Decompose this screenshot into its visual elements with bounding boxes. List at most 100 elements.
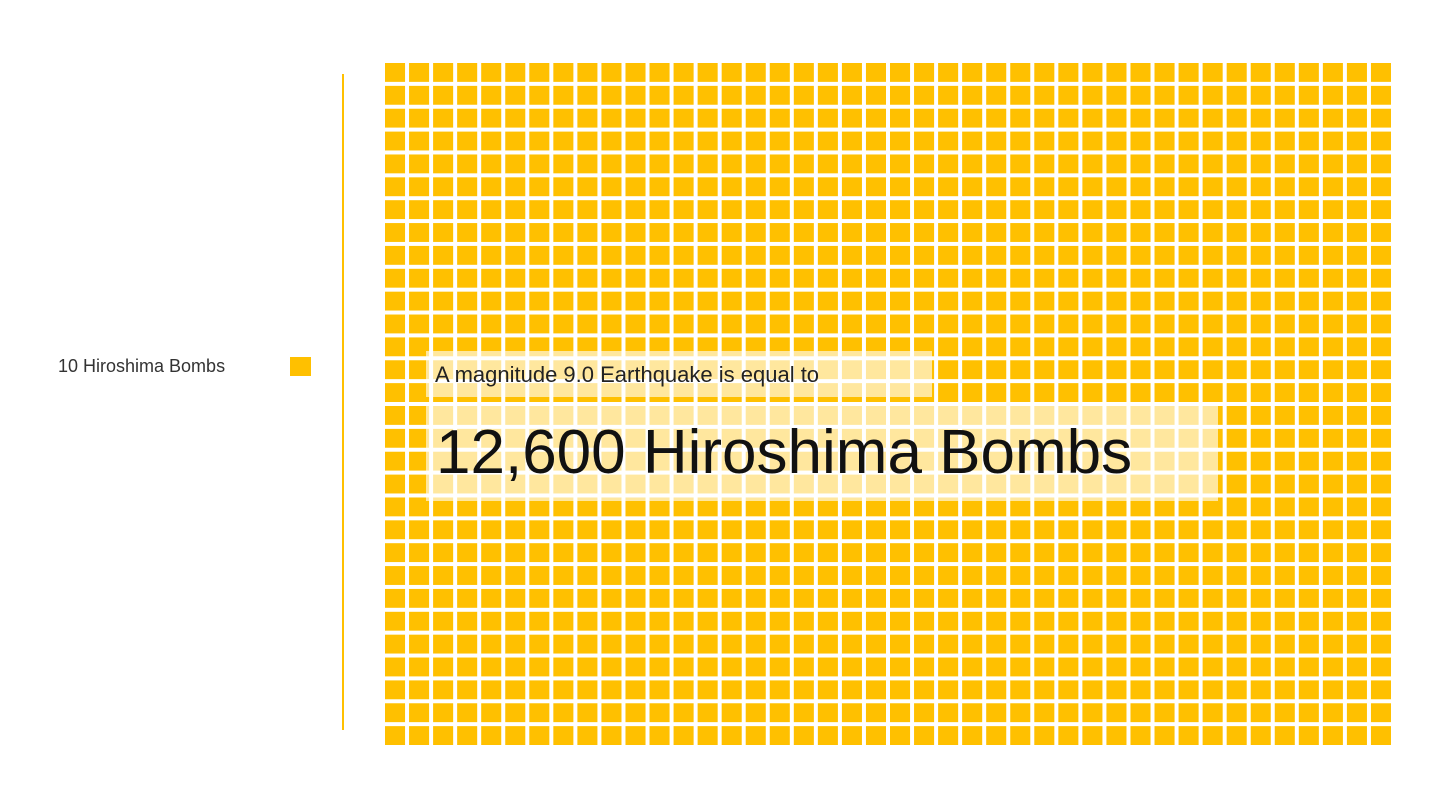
waffle-cell <box>409 177 430 197</box>
waffle-cell <box>529 245 550 265</box>
caption-small-background <box>426 351 932 397</box>
waffle-cell <box>1178 611 1199 631</box>
waffle-cell <box>890 223 911 242</box>
waffle-cell <box>793 154 814 174</box>
waffle-cell <box>986 177 1007 197</box>
waffle-cell <box>841 131 862 151</box>
waffle-cell <box>1226 451 1247 471</box>
waffle-cell <box>1250 474 1271 494</box>
waffle-cell <box>697 200 718 220</box>
waffle-cell <box>1346 337 1367 357</box>
waffle-cell <box>986 726 1007 745</box>
waffle-cell <box>385 63 406 82</box>
waffle-cell <box>938 63 959 82</box>
waffle-cell <box>409 383 430 402</box>
waffle-cell <box>1298 245 1319 265</box>
waffle-cell <box>1178 726 1199 745</box>
waffle-cell <box>457 588 478 608</box>
waffle-cell <box>1178 566 1199 585</box>
waffle-cell <box>1178 520 1199 540</box>
waffle-cell <box>769 703 790 723</box>
waffle-cell <box>1370 451 1391 471</box>
waffle-cell <box>1274 588 1295 608</box>
waffle-cell <box>986 314 1007 334</box>
waffle-cell <box>1130 291 1151 311</box>
waffle-cell <box>817 268 838 288</box>
waffle-cell <box>625 520 646 540</box>
waffle-cell <box>1082 268 1103 288</box>
waffle-cell <box>1082 337 1103 357</box>
waffle-cell <box>914 63 935 82</box>
waffle-cell <box>817 726 838 745</box>
waffle-cell <box>577 703 598 723</box>
waffle-cell <box>841 291 862 311</box>
waffle-cell <box>793 268 814 288</box>
waffle-cell <box>1226 383 1247 402</box>
waffle-cell <box>745 726 766 745</box>
waffle-cell <box>962 291 983 311</box>
waffle-cell <box>793 177 814 197</box>
waffle-cell <box>1226 520 1247 540</box>
waffle-cell <box>649 291 670 311</box>
waffle-cell <box>409 406 430 425</box>
waffle-cell <box>1106 520 1127 540</box>
waffle-cell <box>1322 131 1343 151</box>
waffle-cell <box>649 268 670 288</box>
waffle-cell <box>865 497 886 517</box>
waffle-cell <box>1058 566 1079 585</box>
waffle-cell <box>745 223 766 242</box>
waffle-cell <box>457 634 478 654</box>
waffle-cell <box>553 680 574 700</box>
waffle-cell <box>865 268 886 288</box>
waffle-cell <box>721 177 742 197</box>
waffle-cell <box>1154 657 1175 677</box>
waffle-cell <box>1202 268 1223 288</box>
waffle-cell <box>505 566 526 585</box>
waffle-cell <box>1370 611 1391 631</box>
waffle-cell <box>433 611 454 631</box>
waffle-cell <box>1370 337 1391 357</box>
waffle-cell <box>1082 223 1103 242</box>
waffle-cell <box>601 588 622 608</box>
waffle-cell <box>577 726 598 745</box>
waffle-cell <box>673 680 694 700</box>
waffle-cell <box>1010 703 1031 723</box>
waffle-cell <box>1274 520 1295 540</box>
waffle-cell <box>817 245 838 265</box>
waffle-cell <box>817 291 838 311</box>
waffle-cell <box>769 108 790 128</box>
waffle-cell <box>721 85 742 105</box>
waffle-cell <box>505 154 526 174</box>
waffle-cell <box>865 223 886 242</box>
waffle-cell <box>841 543 862 563</box>
waffle-cell <box>625 131 646 151</box>
waffle-cell <box>505 131 526 151</box>
waffle-cell <box>1010 497 1031 517</box>
waffle-cell <box>529 85 550 105</box>
waffle-cell <box>1250 588 1271 608</box>
waffle-cell <box>1082 543 1103 563</box>
waffle-cell <box>577 291 598 311</box>
waffle-cell <box>553 63 574 82</box>
waffle-cell <box>841 611 862 631</box>
waffle-cell <box>817 611 838 631</box>
waffle-cell <box>433 314 454 334</box>
waffle-cell <box>721 268 742 288</box>
waffle-cell <box>721 200 742 220</box>
waffle-cell <box>529 200 550 220</box>
waffle-cell <box>577 634 598 654</box>
waffle-cell <box>1250 131 1271 151</box>
waffle-cell <box>817 177 838 197</box>
waffle-cell <box>577 588 598 608</box>
waffle-cell <box>1010 520 1031 540</box>
waffle-cell <box>1154 543 1175 563</box>
waffle-cell <box>914 680 935 700</box>
waffle-cell <box>745 85 766 105</box>
waffle-cell <box>1202 63 1223 82</box>
waffle-cell <box>505 223 526 242</box>
waffle-cell <box>1058 268 1079 288</box>
waffle-cell <box>1010 154 1031 174</box>
waffle-cell <box>649 223 670 242</box>
waffle-cell <box>1034 383 1055 402</box>
waffle-cell <box>529 108 550 128</box>
